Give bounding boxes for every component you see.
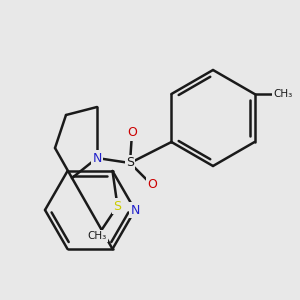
- Text: CH₃: CH₃: [273, 89, 292, 99]
- Text: N: N: [130, 203, 140, 217]
- Text: O: O: [127, 127, 137, 140]
- Text: CH₃: CH₃: [88, 231, 107, 241]
- Text: N: N: [92, 152, 102, 164]
- Text: S: S: [113, 200, 122, 212]
- Text: S: S: [126, 157, 134, 169]
- Text: O: O: [147, 178, 157, 191]
